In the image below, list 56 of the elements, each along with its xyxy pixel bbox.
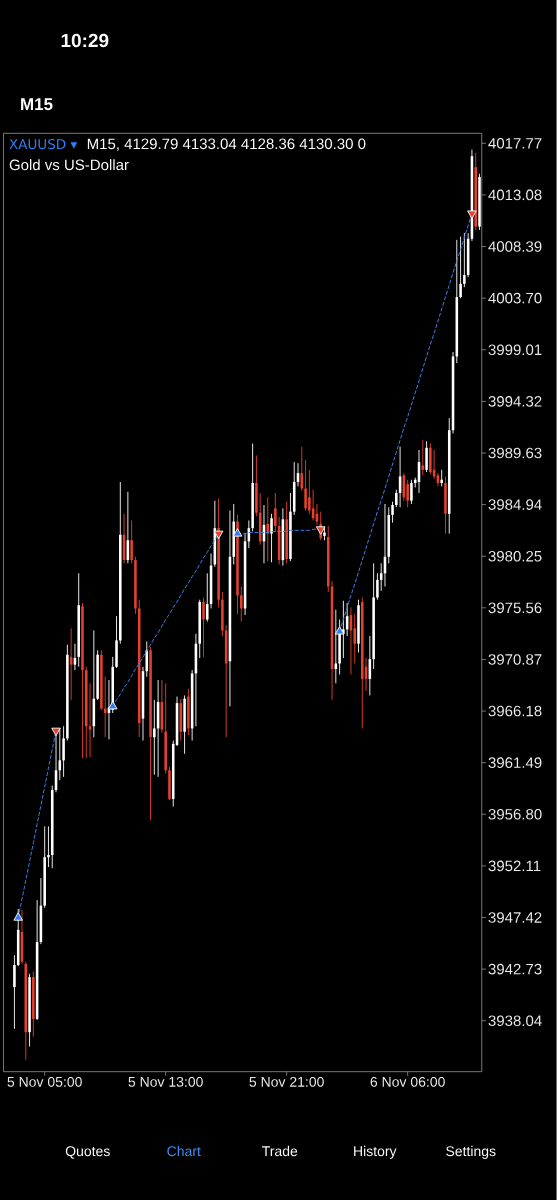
candlestick (202, 597, 205, 658)
candlestick (425, 440, 428, 473)
text: 10:29 (61, 33, 109, 48)
candlestick (304, 459, 307, 511)
x-tick-label: 6 Nov 06:00 (370, 1076, 445, 1087)
y-tick-label: 4013.08 (488, 189, 542, 201)
x-tick-label: 5 Nov 05:00 (7, 1076, 82, 1087)
x-tick-label: 5 Nov 21:00 (249, 1076, 324, 1087)
candlestick (47, 825, 50, 868)
y-tick-label: 3989.63 (488, 447, 542, 459)
x-tick-label: 5 Nov 13:00 (128, 1076, 203, 1087)
candlestick (62, 725, 65, 778)
y-tick-label: 4003.70 (488, 292, 542, 304)
point (213, 530, 224, 540)
y-tick-label: 3952.11 (488, 860, 541, 872)
candlestick (421, 439, 425, 476)
chart-title: XAUUSD ▾ (9, 138, 78, 150)
text: Trade (262, 1145, 298, 1157)
text: Settings (446, 1145, 496, 1159)
point (51, 727, 61, 737)
candlestick (13, 954, 16, 1030)
y-tick-label: 4017.77 (488, 138, 542, 149)
candlestick (266, 496, 270, 562)
point (334, 626, 345, 635)
candlestick (391, 501, 394, 524)
y-tick-label: 3956.80 (488, 808, 542, 820)
y-tick-label: 3970.87 (488, 654, 542, 665)
annotation: M15, 4129.79 4133.04 4128.36 4130.30 0 (88, 138, 366, 151)
point (467, 210, 477, 219)
y-tick-label: 3961.49 (488, 757, 542, 768)
y-tick-label: 3994.32 (488, 396, 542, 407)
candlestick (459, 236, 462, 299)
y-tick-label: 4008.39 (488, 241, 542, 252)
y-tick-label: 3984.94 (488, 499, 542, 510)
text: Chart (167, 1145, 201, 1157)
point (316, 526, 326, 535)
y-tick-label: 3999.01 (488, 344, 542, 356)
text: M15 (21, 98, 53, 111)
y-tick-label: 3942.73 (488, 963, 542, 975)
point (108, 700, 118, 710)
point (232, 528, 243, 537)
y-tick-label: 3975.56 (488, 602, 542, 614)
y-tick-label: 3947.42 (488, 912, 542, 923)
candlestick (463, 232, 466, 288)
y-tick-label: 3966.18 (488, 705, 542, 717)
candlestick (376, 572, 379, 601)
y-tick-label: 3938.04 (488, 1015, 542, 1027)
text: History (354, 1145, 397, 1159)
text: Quotes (65, 1146, 110, 1159)
candlestick (130, 520, 134, 564)
candlestick (240, 586, 243, 623)
text: Gold vs US-Dollar (9, 159, 129, 171)
candlestick (410, 479, 413, 505)
y-tick-label: 3980.25 (488, 550, 542, 562)
point (13, 912, 24, 921)
candlestick (270, 513, 273, 563)
